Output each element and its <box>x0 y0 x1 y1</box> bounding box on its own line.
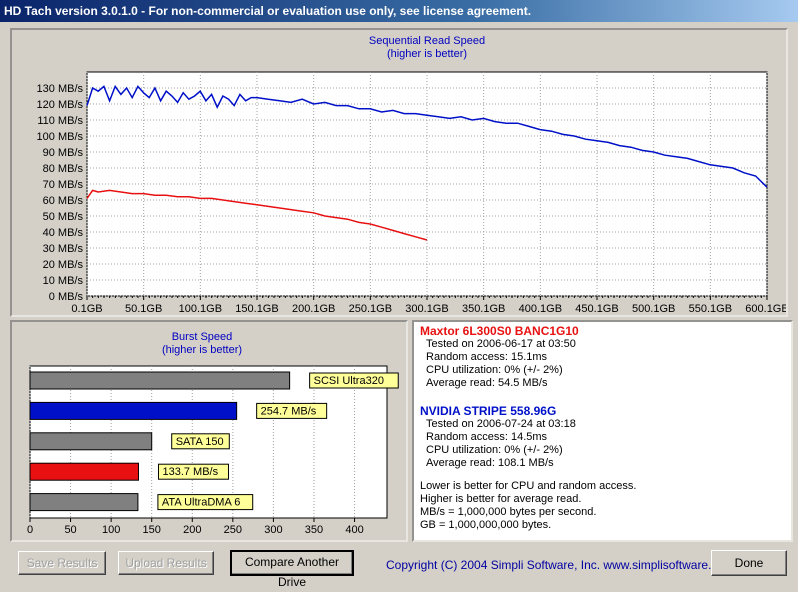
y-tick-label: 90 MB/s <box>43 147 84 159</box>
burst-bar <box>29 371 291 390</box>
y-tick-label: 20 MB/s <box>43 259 84 271</box>
burst-bar <box>29 432 153 451</box>
x-tick-label: 400.1GB <box>519 303 562 315</box>
drive-2-average-read: Average read: 108.1 MB/s <box>426 457 554 469</box>
x-tick-label: 100.1GB <box>179 303 222 315</box>
drive-1-block: Maxtor 6L300S0 BANC1G10 Tested on 2006-0… <box>420 324 785 390</box>
burst-speed-panel: Burst Speed (higher is better) 0 50 100 150 20… <box>10 320 408 542</box>
burst-tick-label: 250 <box>224 524 242 536</box>
x-tick-label: 150.1GB <box>235 303 278 315</box>
burst-speed-chart: Burst Speed(higher is better) 0 50 100 150 20… <box>27 331 399 536</box>
window-title: HD Tach version 3.0.1.0 - For non-commer… <box>4 4 532 18</box>
drive-1-title: Maxtor 6L300S0 BANC1G10 <box>420 324 579 338</box>
burst-tick-label: 300 <box>264 524 282 536</box>
burst-bar <box>29 493 139 512</box>
sequential-read-panel: Sequential Read Speed (higher is better) 0… <box>10 28 789 317</box>
drive-2-title: NVIDIA STRIPE 558.96G <box>420 404 557 418</box>
burst-tick-label: 200 <box>183 524 201 536</box>
burst-label-box <box>157 463 229 480</box>
copyright-text: Copyright (C) 2004 Simpli Software, Inc.… <box>386 558 735 572</box>
drive-1-tested: Tested on 2006-06-17 at 03:50 <box>426 338 576 350</box>
burst-tick-label: 400 <box>345 524 363 536</box>
drive-2-tested: Tested on 2006-07-24 at 03:18 <box>426 418 576 430</box>
burst-subtitle: (higher is better) <box>162 344 242 356</box>
burst-tick-label: 150 <box>143 524 161 536</box>
x-tick-label: 300.1GB <box>405 303 448 315</box>
notes: Lower is better for CPU and random acces… <box>420 480 785 532</box>
burst-title: Burst Speed <box>172 331 233 343</box>
y-tick-label: 130 MB/s <box>37 83 84 95</box>
y-tick-label: 0 MB/s <box>49 291 84 303</box>
upload-results-button[interactable]: Upload Results <box>118 551 214 575</box>
burst-bar-label: 133.7 MB/s <box>162 466 218 478</box>
x-tick-label: 50.1GB <box>125 303 162 315</box>
x-tick-label: 250.1GB <box>349 303 392 315</box>
y-tick-label: 60 MB/s <box>43 195 84 207</box>
chart-subtitle: (higher is better) <box>387 48 467 60</box>
burst-label-box <box>171 433 230 450</box>
drive-1-cpu: CPU utilization: 0% (+/- 2%) <box>426 364 563 376</box>
title-bar: HD Tach version 3.0.1.0 - For non-commer… <box>0 0 798 22</box>
burst-tick-label: 0 <box>27 524 33 536</box>
compare-another-drive-button[interactable]: Compare Another Drive <box>230 550 354 589</box>
sequential-read-chart: Sequential Read Speed(higher is better) 0… <box>37 35 789 315</box>
note-line: Lower is better for CPU and random acces… <box>420 480 637 492</box>
burst-label-box <box>157 494 254 511</box>
x-tick-label: 450.1GB <box>575 303 618 315</box>
burst-tick-label: 350 <box>305 524 323 536</box>
x-tick-label: 0.1GB <box>71 303 102 315</box>
drive-2-block: NVIDIA STRIPE 558.96G Tested on 2006-07-… <box>420 404 785 470</box>
burst-bar-label: 254.7 MB/s <box>261 405 317 417</box>
y-tick-label: 10 MB/s <box>43 275 84 287</box>
drive-1-random-access: Random access: 15.1ms <box>426 351 548 363</box>
x-tick-label: 200.1GB <box>292 303 335 315</box>
drive-2-random-access: Random access: 14.5ms <box>426 431 548 443</box>
results-info-panel: Maxtor 6L300S0 BANC1G10 Tested on 2006-0… <box>412 320 793 542</box>
burst-bar-label: SATA 150 <box>176 436 224 448</box>
y-tick-label: 120 MB/s <box>37 99 84 111</box>
x-tick-label: 500.1GB <box>632 303 675 315</box>
y-tick-label: 30 MB/s <box>43 243 84 255</box>
burst-label-box <box>309 372 399 389</box>
burst-bar-label: ATA UltraDMA 6 <box>162 497 240 509</box>
y-tick-label: 50 MB/s <box>43 211 84 223</box>
x-tick-label: 550.1GB <box>689 303 732 315</box>
y-tick-label: 100 MB/s <box>37 131 84 143</box>
chart-title: Sequential Read Speed <box>369 35 485 47</box>
y-tick-label: 40 MB/s <box>43 227 84 239</box>
series-line-1 <box>86 84 768 188</box>
burst-bar-label: SCSI Ultra320 <box>314 375 384 387</box>
burst-tick-label: 50 <box>64 524 76 536</box>
done-button[interactable]: Done <box>711 550 787 576</box>
note-line: GB = 1,000,000,000 bytes. <box>420 519 552 531</box>
note-line: Higher is better for average read. <box>420 493 582 505</box>
drive-2-cpu: CPU utilization: 0% (+/- 2%) <box>426 444 563 456</box>
burst-tick-label: 100 <box>102 524 120 536</box>
burst-bar <box>29 462 139 481</box>
burst-bar <box>29 401 238 420</box>
series-line-2 <box>86 189 428 241</box>
drive-1-average-read: Average read: 54.5 MB/s <box>426 377 548 389</box>
note-line: MB/s = 1,000,000 bytes per second. <box>420 506 597 518</box>
x-tick-label: 600.1GB <box>745 303 786 315</box>
save-results-button[interactable]: Save Results <box>18 551 106 575</box>
x-tick-label: 350.1GB <box>462 303 505 315</box>
y-tick-label: 70 MB/s <box>43 179 84 191</box>
y-tick-label: 110 MB/s <box>37 115 83 127</box>
y-tick-label: 80 MB/s <box>43 163 84 175</box>
burst-label-box <box>256 402 328 419</box>
